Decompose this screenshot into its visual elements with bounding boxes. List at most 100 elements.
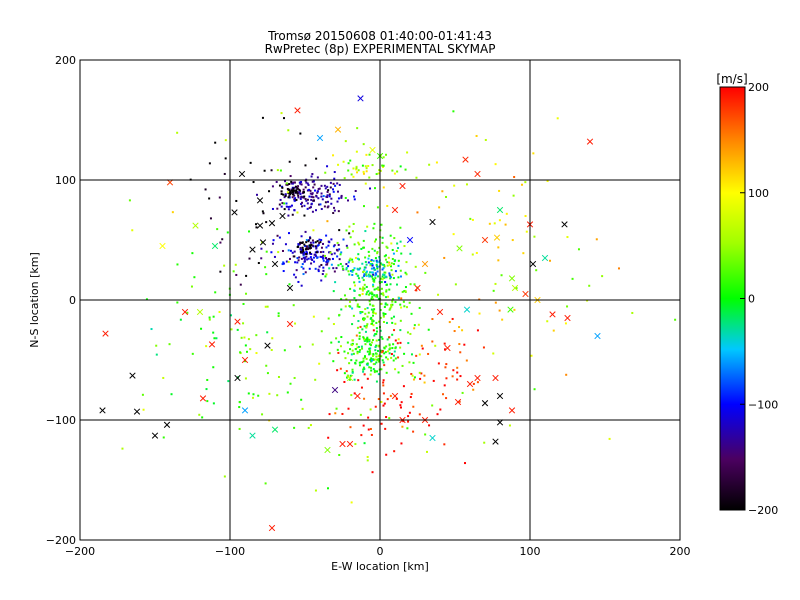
data-point [363,367,366,370]
data-point [325,273,328,276]
data-point [368,338,371,341]
data-point [412,430,415,433]
colorbar-tick-label: −200 [748,504,778,517]
data-point [418,371,421,374]
data-point [348,225,351,228]
data-point [389,283,392,286]
data-point [288,160,291,163]
cross-marker [159,242,166,250]
data-point [378,260,381,263]
data-point [392,354,395,357]
data-point [497,246,500,249]
data-point [276,169,279,172]
data-point [361,328,364,331]
data-point [286,391,289,394]
cross-marker [199,395,207,402]
data-point [374,238,377,241]
data-point [403,289,406,292]
data-point [452,369,455,372]
cross-marker [339,440,346,448]
data-point [458,343,461,346]
data-point [212,366,215,369]
data-point [336,348,339,351]
data-point [277,312,280,315]
data-point [441,190,444,193]
data-point [155,344,158,347]
chart-subtitle: RwPretec (8p) EXPERIMENTAL SKYMAP [265,42,496,56]
data-point [338,258,341,261]
data-point [261,210,264,213]
data-point [380,400,383,403]
data-point [332,360,335,363]
data-point [399,303,402,306]
cross-marker [511,284,519,292]
data-point [388,308,391,311]
data-point [389,234,392,237]
data-point [459,351,462,354]
data-point [325,234,328,237]
data-point [304,164,307,167]
data-point [305,252,308,255]
data-point [331,188,334,191]
data-point [372,329,375,332]
cross-marker [541,254,549,262]
data-point [281,185,284,188]
data-point [493,222,496,225]
data-point [412,405,415,408]
data-point [388,274,391,277]
data-point [214,291,217,294]
data-point [408,411,411,414]
data-point [287,205,290,208]
data-point [247,338,250,341]
data-point [300,180,303,183]
data-point [288,194,291,197]
data-point [198,413,201,416]
data-point [310,175,313,178]
data-point [384,276,387,279]
data-point [205,345,208,348]
data-point [271,207,274,210]
data-point [260,247,263,250]
data-point [356,274,359,277]
data-point [298,190,301,193]
data-point [319,203,322,206]
data-point [365,263,368,266]
data-point [312,196,315,199]
data-point [380,302,383,305]
data-point [445,377,448,380]
data-point [271,337,274,340]
data-point [304,186,307,189]
data-point [399,404,402,407]
data-point [419,377,422,380]
data-point [348,378,351,381]
data-point [381,278,384,281]
data-point [316,240,319,243]
data-point [218,196,221,199]
data-point [343,372,346,375]
data-point [413,327,416,330]
data-point [347,265,350,268]
data-point [337,163,340,166]
data-point [426,450,428,453]
data-point [302,273,305,276]
data-point [382,384,385,387]
data-point [128,199,131,202]
data-point [359,349,362,352]
data-point [366,459,369,462]
data-point [77,60,79,62]
cross-marker [492,374,499,382]
data-point [270,348,273,351]
data-point [326,263,329,266]
data-point [294,322,297,325]
data-point [356,350,359,353]
data-point [356,127,359,130]
data-point [371,354,374,357]
data-point [375,355,378,358]
data-point [412,361,415,364]
data-point [586,299,589,302]
data-point [388,417,391,420]
data-point [423,381,426,384]
data-point [232,270,235,273]
data-point [390,262,393,265]
